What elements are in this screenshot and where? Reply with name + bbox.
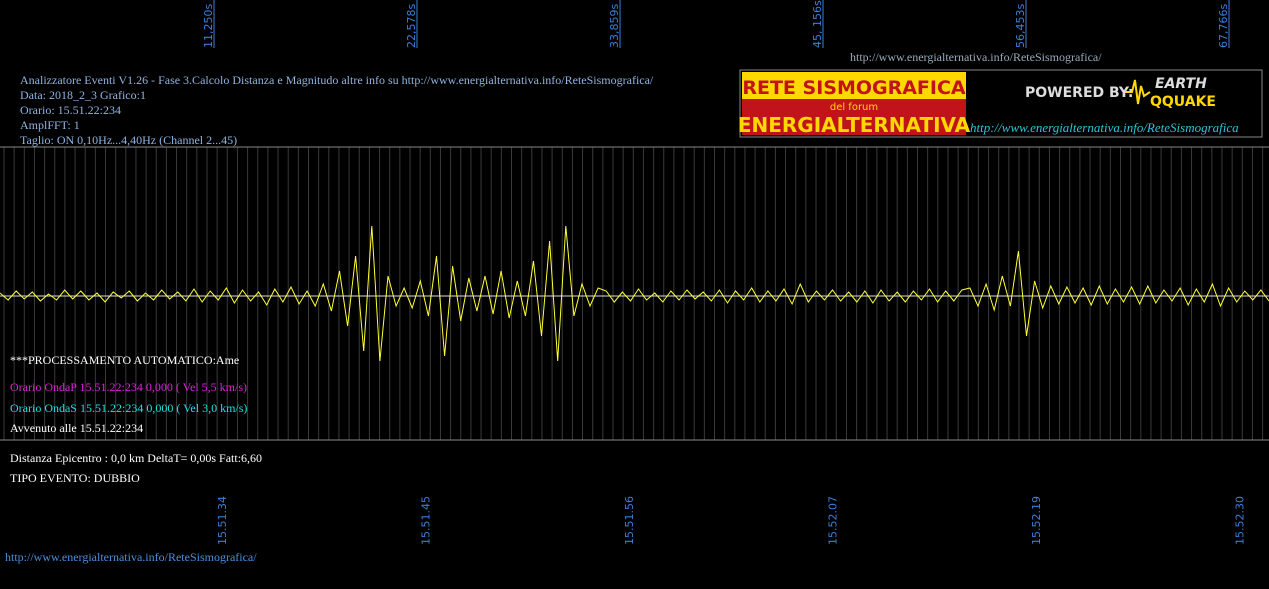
- logo-text: ENERGIALTERNATIVA: [738, 113, 971, 137]
- distanza: Distanza Epicentro : 0,0 km DeltaT= 0,00…: [10, 451, 262, 465]
- top-tick-label: 67,766s: [1217, 4, 1230, 48]
- onda-s: Orario OndaS 15.51.22:234 0,000 ( Vel 3,…: [10, 401, 247, 415]
- logo-text: EARTH: [1155, 76, 1207, 92]
- logo-url: http://www.energialternativa.info/ReteSi…: [970, 120, 1239, 135]
- onda-p: Orario OndaP 15.51.22:234 0,000 ( Vel 5,…: [10, 380, 247, 394]
- top-tick-label: 22,578s: [405, 4, 418, 48]
- tipo-evento: TIPO EVENTO: DUBBIO: [10, 471, 140, 485]
- header-line: AmplFFT: 1: [20, 118, 80, 132]
- bottom-tick-label: 15.52.07: [827, 496, 840, 545]
- header: Analizzatore Eventi V1.26 - Fase 3.Calco…: [20, 73, 654, 147]
- logo-text: QQUAKE: [1150, 94, 1216, 110]
- logo: RETE SISMOGRAFICA del forum ENERGIALTERN…: [738, 69, 1263, 138]
- top-tick-label: 56,453s: [1014, 4, 1027, 48]
- bottom-tick-label: 15.52.19: [1030, 496, 1043, 545]
- seismic-trace: [0, 225, 1269, 362]
- header-line: Analizzatore Eventi V1.26 - Fase 3.Calco…: [20, 73, 654, 87]
- grid: [3, 147, 1264, 440]
- logo-yellow: [742, 72, 966, 99]
- header-line: Orario: 15.51.22:234: [20, 103, 121, 117]
- logo-text: POWERED BY:: [1025, 85, 1133, 101]
- top-tick-label: 33,859s: [608, 4, 621, 48]
- bottom-tick-label: 15.51.56: [623, 496, 636, 545]
- url-top: http://www.energialternativa.info/ReteSi…: [850, 50, 1102, 64]
- logo-text: del forum: [830, 102, 878, 113]
- url-bottom: http://www.energialternativa.info/ReteSi…: [5, 550, 257, 564]
- top-tick-label: 45, 156s: [811, 0, 824, 48]
- logo-red: [742, 99, 966, 135]
- bottom-tick-label: 15.51.45: [420, 496, 433, 545]
- logo-text: RETE SISMOGRAFICA: [742, 77, 966, 99]
- avvenuto: Avvenuto alle 15.51.22:234: [10, 421, 143, 435]
- header-line: Data: 2018_2_3 Grafico:1: [20, 88, 146, 102]
- bottom-tick-label: 15.52.30: [1234, 496, 1247, 545]
- header-line: Taglio: ON 0,10Hz...4,40Hz (Channel 2...…: [20, 133, 237, 147]
- axis-ticks: 11,250s 22,578s 33,859s 45, 156s 56,453s 67,7…: [202, 0, 1247, 545]
- logo-wave: [1125, 79, 1151, 105]
- top-tick-label: 11,250s: [202, 4, 215, 48]
- processing-title: ***PROCESSAMENTO AUTOMATICO:Ame: [10, 353, 239, 367]
- bottom-tick-label: 15.51.34: [216, 496, 229, 545]
